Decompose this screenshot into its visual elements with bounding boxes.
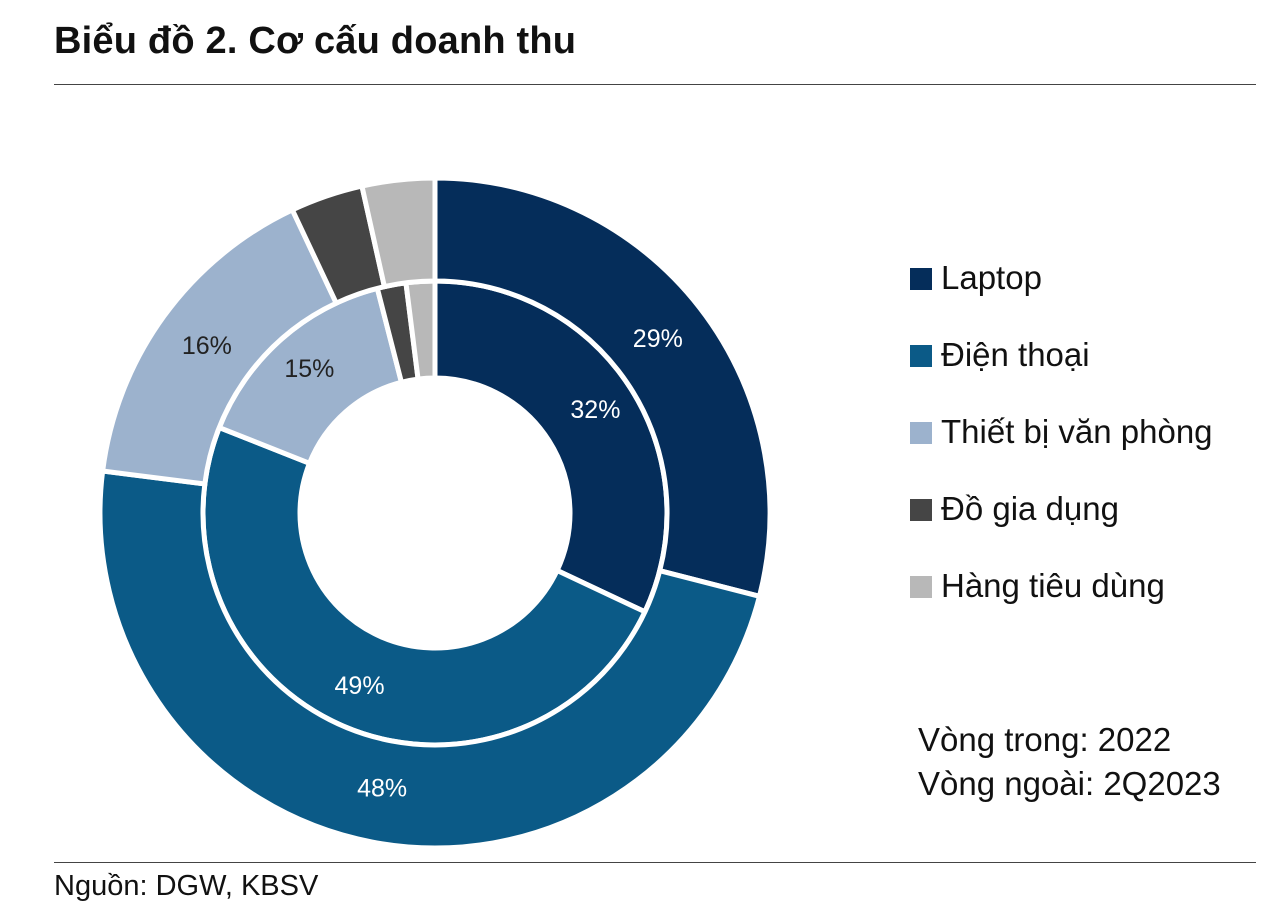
inner-ring-label-laptop: 32%: [570, 396, 620, 424]
legend-item-thiet-bi-van-phong: Thiết bị văn phòng: [910, 408, 1213, 485]
legend-swatch-dien-thoai: [910, 345, 932, 367]
legend-swatch-do-gia-dung: [910, 499, 932, 521]
legend-swatch-laptop: [910, 268, 932, 290]
outer-ring-note: Vòng ngoài: 2Q2023: [918, 765, 1221, 802]
bottom-divider: [54, 862, 1256, 863]
inner-ring-label-thiet-bi-van-phong: 15%: [284, 355, 334, 383]
legend-item-dien-thoai: Điện thoại: [910, 331, 1213, 408]
legend-item-do-gia-dung: Đồ gia dụng: [910, 485, 1213, 562]
inner-ring-note: Vòng trong: 2022: [918, 721, 1172, 758]
outer-ring-label-thiet-bi-van-phong: 16%: [182, 332, 232, 360]
legend-label-thiet-bi-van-phong: Thiết bị văn phòng: [941, 413, 1213, 450]
legend-swatch-hang-tieu-dung: [910, 576, 932, 598]
legend-label-hang-tieu-dung: Hàng tiêu dùng: [941, 567, 1165, 604]
outer-ring-slice-dien-thoai: [97, 468, 763, 851]
legend-label-dien-thoai: Điện thoại: [941, 336, 1090, 373]
top-divider: [54, 84, 1256, 85]
outer-ring-label-dien-thoai: 48%: [357, 775, 407, 803]
legend-item-laptop: Laptop: [910, 254, 1213, 331]
ring-note: Vòng trong: 2022 Vòng ngoài: 2Q2023: [918, 718, 1221, 806]
legend-label-laptop: Laptop: [941, 259, 1042, 296]
outer-ring-slice-laptop: [432, 175, 773, 600]
chart-title: Biểu đồ 2. Cơ cấu doanh thu: [54, 20, 577, 62]
source-note: Nguồn: DGW, KBSV: [54, 870, 319, 902]
outer-ring-slice-hang-tieu-dung: [358, 175, 438, 290]
chart-legend: Laptop Điện thoại Thiết bị văn phòng Đồ …: [910, 254, 1213, 639]
outer-ring-label-laptop: 29%: [633, 325, 683, 353]
legend-item-hang-tieu-dung: Hàng tiêu dùng: [910, 562, 1213, 639]
inner-ring-label-dien-thoai: 49%: [335, 672, 385, 700]
legend-label-do-gia-dung: Đồ gia dụng: [941, 490, 1119, 527]
legend-swatch-thiet-bi-van-phong: [910, 422, 932, 444]
donut-chart: 32% 49% 15% 29% 48% 16%: [97, 175, 773, 851]
